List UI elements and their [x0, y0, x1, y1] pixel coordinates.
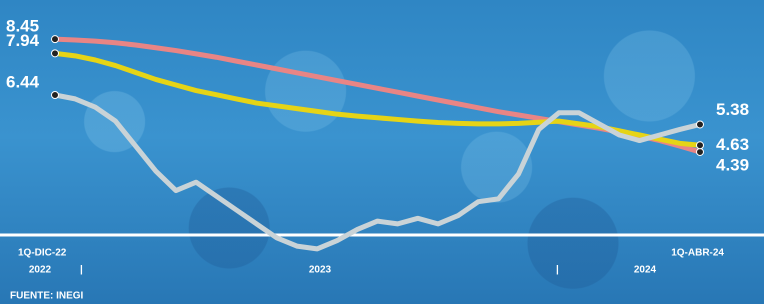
- year-label: 2022: [29, 265, 52, 276]
- end-value-label: 4.39: [716, 155, 749, 174]
- end-value-label: 4.63: [716, 135, 749, 154]
- x-tick-label: 1Q-DIC-22: [18, 248, 67, 259]
- end-point: [52, 92, 59, 99]
- year-divider: |: [556, 265, 559, 276]
- chart: | | FUENTE: INEGI 1Q-DIC-22 1Q-ABR-24 2022…: [0, 0, 764, 304]
- year-label: 2024: [634, 265, 657, 276]
- year-label: 2023: [309, 265, 332, 276]
- x-tick-label: 1Q-ABR-24: [671, 248, 724, 259]
- end-point: [52, 50, 59, 57]
- end-point: [697, 121, 704, 128]
- chart-container: | | FUENTE: INEGI 1Q-DIC-22 1Q-ABR-24 2022…: [0, 0, 764, 304]
- start-value-label: 6.44: [6, 72, 40, 91]
- source: FUENTE: INEGI: [10, 291, 84, 302]
- start-value-label: 7.94: [6, 31, 40, 50]
- end-point: [52, 36, 59, 43]
- end-point: [697, 148, 704, 155]
- end-value-label: 5.38: [716, 100, 749, 119]
- year-divider: |: [80, 265, 83, 276]
- series-line: [55, 39, 700, 152]
- end-point: [697, 142, 704, 149]
